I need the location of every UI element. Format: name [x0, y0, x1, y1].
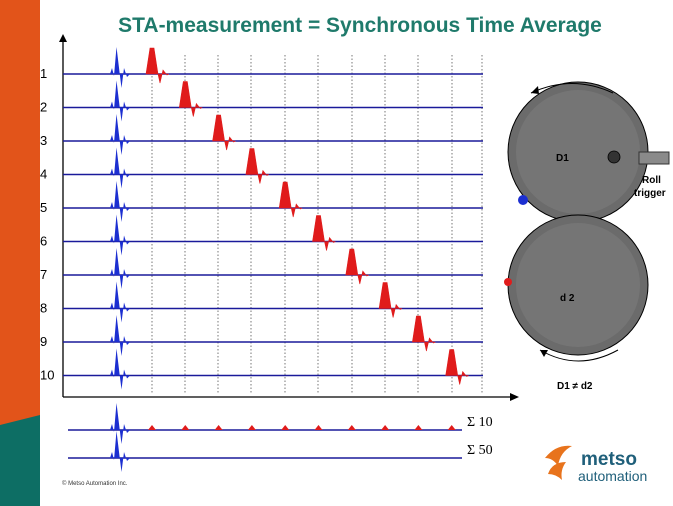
blue-pulse-7	[110, 248, 130, 289]
row-label-2: 2	[40, 100, 47, 115]
red-pulse-4	[245, 148, 270, 184]
left-teal-bar	[0, 415, 40, 506]
red-pulse-1	[145, 47, 170, 84]
sum-blue-pulse-1	[110, 403, 130, 444]
bottom-roll-point	[504, 278, 512, 286]
blue-pulse-1	[110, 47, 130, 88]
sum-rows: Σ 10 Σ 50	[68, 403, 493, 472]
blue-pulse-3	[110, 114, 130, 155]
sum-blue-pulse-2	[110, 431, 130, 472]
red-pulse-5	[278, 181, 303, 218]
top-roll-point	[518, 195, 528, 205]
red-pulse-3	[212, 114, 236, 151]
row-label-5: 5	[40, 200, 47, 215]
top-roll-shade	[516, 90, 640, 214]
top-rotation-arrowhead	[531, 86, 539, 94]
sum-red-bump-8	[381, 425, 390, 430]
sum-red-bump-6	[314, 425, 323, 430]
metso-logo-icon	[545, 445, 572, 480]
sum-label-1: Σ 10	[467, 415, 493, 430]
red-pulse-9	[412, 315, 436, 352]
sum-red-bump-2	[181, 425, 190, 430]
row-label-3: 3	[40, 133, 47, 148]
left-orange-bar	[0, 0, 40, 425]
trigger-label-line1: Roll	[642, 175, 661, 186]
inequality-label: D1 ≠ d2	[557, 381, 593, 392]
logo-brand: metso	[581, 449, 637, 470]
sum-red-bump-10	[447, 425, 456, 430]
sum-red-bump-1	[148, 425, 156, 430]
sum-red-bump-9	[414, 425, 423, 430]
sum-red-bump-7	[347, 425, 356, 430]
red-pulse-2	[178, 81, 203, 117]
sum-red-bump-4	[247, 425, 256, 430]
metso-logo: metso automation	[578, 449, 648, 484]
row-label-8: 8	[40, 301, 47, 316]
row-label-9: 9	[40, 334, 47, 349]
blue-pulse-9	[110, 315, 130, 356]
row-label-10: 10	[40, 368, 54, 383]
logo-sub: automation	[578, 468, 648, 484]
trigger-label-line2: trigger	[634, 188, 666, 199]
bottom-rotation-arrow	[539, 349, 619, 362]
bottom-roll-shade	[516, 223, 640, 347]
roll-trigger-sensor	[638, 151, 670, 165]
blue-pulse-8	[110, 281, 130, 323]
x-axis-arrow	[510, 393, 519, 401]
red-pulse-6	[312, 215, 336, 251]
top-roll-label: D1	[556, 153, 569, 164]
blue-pulse-10	[110, 348, 130, 390]
red-pulse-7	[345, 248, 369, 285]
bottom-roll-label: d 2	[560, 293, 575, 304]
row-label-1: 1	[40, 66, 47, 81]
trigger-mark	[607, 150, 621, 164]
copyright-text: © Metso Automation Inc.	[62, 481, 128, 487]
blue-pulse-4	[110, 147, 130, 189]
blue-pulse-6	[110, 214, 130, 256]
row-label-4: 4	[40, 167, 47, 182]
page-title: STA-measurement = Synchronous Time Avera…	[118, 14, 602, 37]
y-axis-arrow	[59, 34, 67, 42]
vertical-grid	[151, 55, 483, 394]
sum-red-bump-3	[214, 425, 223, 430]
signal-rows: 1 2 3 4 5 6 7 8 9 10	[40, 47, 483, 390]
blue-pulse-2	[110, 80, 130, 122]
sum-label-2: Σ 50	[467, 443, 493, 458]
row-label-7: 7	[40, 267, 47, 282]
bottom-rotation-arrowhead	[540, 350, 548, 357]
blue-pulse-5	[110, 181, 130, 222]
top-rotation-arrow	[530, 83, 614, 94]
red-pulse-10	[445, 349, 469, 385]
sum-red-bump-5	[281, 425, 290, 430]
row-label-6: 6	[40, 234, 47, 249]
red-pulse-8	[378, 282, 403, 318]
